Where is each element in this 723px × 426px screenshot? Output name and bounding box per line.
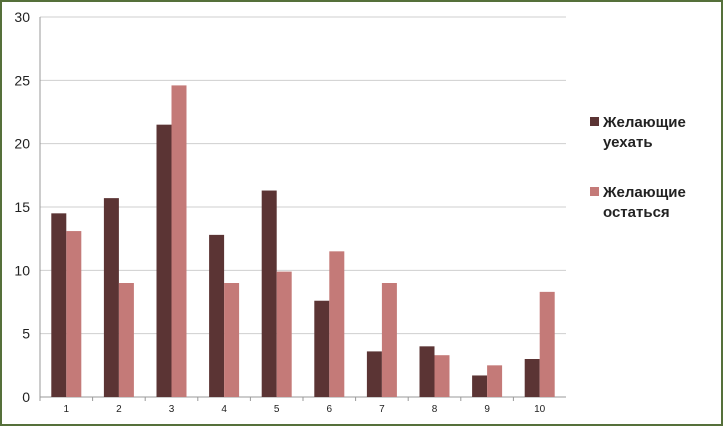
bar-series-2	[66, 231, 82, 397]
bar-series-2	[434, 355, 450, 397]
x-tick-label: 2	[116, 404, 122, 415]
bar-series-2	[118, 283, 134, 397]
bar-series-1	[314, 300, 330, 397]
x-tick-label: 9	[484, 404, 490, 415]
legend-item-leave: Желающие уехать	[590, 113, 713, 153]
x-tick-label: 10	[534, 404, 546, 415]
bar-series-1	[419, 346, 435, 397]
x-tick-label: 3	[169, 404, 175, 415]
bar-series-2	[487, 365, 503, 397]
bar-series-2	[329, 251, 345, 397]
y-tick-label: 25	[14, 72, 30, 88]
bar-series-2	[224, 283, 240, 397]
bar-series-1	[261, 190, 277, 397]
x-tick-label: 7	[379, 404, 385, 415]
bar-series-1	[209, 234, 225, 397]
bar-series-2	[171, 85, 187, 398]
y-tick-label: 15	[14, 199, 30, 215]
bar-series-2	[276, 271, 292, 397]
bar-series-2	[381, 283, 397, 397]
bar-series-1	[472, 375, 488, 397]
bar-series-1	[103, 198, 119, 397]
x-tick-label: 4	[221, 404, 227, 415]
y-tick-label: 5	[22, 326, 30, 342]
x-tick-label: 5	[274, 404, 280, 415]
y-tick-label: 20	[14, 136, 30, 152]
legend-label-stay: Желающие остаться	[603, 184, 686, 221]
legend-label-leave: Желающие уехать	[603, 114, 686, 151]
x-tick-label: 6	[327, 404, 333, 415]
legend-swatch-leave	[590, 117, 599, 126]
y-tick-label: 30	[14, 9, 30, 25]
y-tick-label: 10	[14, 262, 30, 278]
y-tick-label: 0	[22, 389, 30, 405]
bar-series-1	[524, 359, 540, 397]
bar-series-2	[539, 291, 555, 397]
bar-series-1	[156, 124, 172, 398]
legend-item-stay: Желающие остаться	[590, 183, 713, 223]
bar-series-1	[366, 351, 382, 397]
legend-swatch-stay	[590, 187, 599, 196]
x-tick-label: 1	[64, 404, 70, 415]
bar-series-1	[51, 213, 67, 397]
x-tick-label: 8	[432, 404, 438, 415]
